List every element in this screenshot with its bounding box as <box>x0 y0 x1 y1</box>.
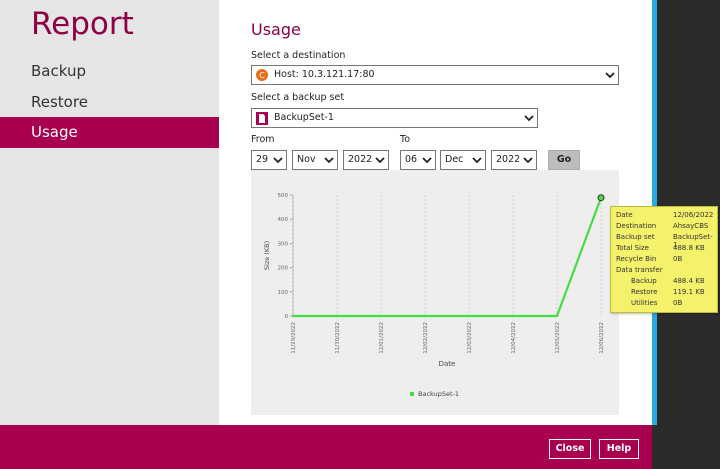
data-point <box>335 314 339 318</box>
go-button[interactable]: Go <box>548 150 580 170</box>
from-year-value: 2022 <box>348 154 373 165</box>
x-tick-label: 12/03/2022 <box>467 322 473 354</box>
section-heading: Usage <box>251 20 301 39</box>
to-year-value: 2022 <box>496 154 521 165</box>
y-tick-label: 200 <box>278 266 289 272</box>
x-tick-label: 12/05/2022 <box>555 322 561 354</box>
from-year-select[interactable]: 2022 <box>343 150 389 170</box>
chevron-down-icon <box>524 109 534 122</box>
x-axis-label: Date <box>439 360 456 368</box>
chevron-down-icon <box>324 151 334 164</box>
chevron-down-icon <box>605 66 615 79</box>
data-point <box>423 314 427 318</box>
backupset-label: Select a backup set <box>251 92 345 103</box>
data-point <box>291 314 295 318</box>
tooltip-key: Total Size <box>616 244 649 252</box>
tooltip-value: 119.1 KB <box>673 288 705 296</box>
x-tick-label: 12/04/2022 <box>511 322 517 354</box>
footer-bar: Close Help <box>0 425 652 469</box>
from-day-select[interactable]: 29 <box>251 150 287 170</box>
tooltip-value: 488.8 KB <box>673 244 705 252</box>
to-day-value: 06 <box>405 154 418 165</box>
legend-label: BackupSet-1 <box>418 390 459 398</box>
chevron-down-icon <box>273 151 283 164</box>
tooltip-key: Backup <box>631 277 657 285</box>
y-tick-label: 100 <box>278 290 289 296</box>
chevron-down-icon <box>472 151 482 164</box>
sidebar-item-backup[interactable]: Backup <box>31 62 86 80</box>
backupset-value: BackupSet-1 <box>274 112 334 123</box>
legend-swatch <box>410 392 414 396</box>
cbs-icon: C <box>256 69 268 81</box>
tooltip-key: Utilities <box>631 299 658 307</box>
to-month-select[interactable]: Dec <box>440 150 486 170</box>
data-point <box>555 314 559 318</box>
destination-label: Select a destination <box>251 50 346 61</box>
y-tick-label: 400 <box>278 217 289 223</box>
sidebar: Report Backup Restore Usage <box>0 0 219 425</box>
y-tick-label: 500 <box>278 193 289 199</box>
x-tick-label: 11/30/2022 <box>335 322 341 354</box>
destination-select[interactable]: C Host: 10.3.121.17:80 <box>251 65 619 85</box>
file-icon <box>256 112 268 125</box>
destination-value: Host: 10.3.121.17:80 <box>274 69 375 80</box>
from-month-select[interactable]: Nov <box>292 150 338 170</box>
tooltip-key: Recycle Bin <box>616 255 657 263</box>
data-point <box>511 314 515 318</box>
tooltip-key: Destination <box>616 222 657 230</box>
to-month-value: Dec <box>445 154 464 165</box>
chevron-down-icon <box>523 151 533 164</box>
tooltip-value: 488.4 KB <box>673 277 705 285</box>
backupset-select[interactable]: BackupSet-1 <box>251 108 538 128</box>
tooltip-value: BackupSet-1 <box>673 233 713 249</box>
page-title: Report <box>31 6 134 42</box>
main-panel: Usage Select a destination C Host: 10.3.… <box>219 0 652 425</box>
x-tick-label: 12/01/2022 <box>379 322 385 354</box>
tooltip-value: 0B <box>673 255 683 263</box>
tooltip-value: AhsayCBS <box>673 222 709 230</box>
chevron-down-icon <box>422 151 432 164</box>
to-label: To <box>400 134 411 145</box>
usage-chart: 0 100 200 300 400 500 11/29/2022 11/30/2022 12/0… <box>251 170 619 415</box>
tooltip-key: Backup set <box>616 233 655 241</box>
to-day-select[interactable]: 06 <box>400 150 436 170</box>
chevron-down-icon <box>375 151 385 164</box>
series-line <box>293 197 603 318</box>
to-year-select[interactable]: 2022 <box>491 150 537 170</box>
data-point <box>379 314 383 318</box>
close-button[interactable]: Close <box>549 439 591 459</box>
from-month-value: Nov <box>297 154 316 165</box>
from-label: From <box>251 134 275 145</box>
data-point <box>467 314 471 318</box>
chart-tooltip: Date 12/06/2022 Destination AhsayCBS Backup … <box>610 206 718 313</box>
tooltip-value: 12/06/2022 <box>673 211 714 219</box>
tooltip-key: Restore <box>631 288 658 296</box>
x-tick-label: 11/29/2022 <box>291 322 297 354</box>
tooltip-value: 0B <box>673 299 683 307</box>
y-tick-label: 300 <box>278 241 289 247</box>
sidebar-item-restore[interactable]: Restore <box>31 93 88 111</box>
y-axis-label: Size (KB) <box>263 241 271 270</box>
tooltip-key: Date <box>616 211 633 219</box>
chart-svg: 0 100 200 300 400 500 11/29/2022 11/30/2022 12/0… <box>263 193 605 398</box>
from-day-value: 29 <box>256 154 269 165</box>
highlighted-point <box>597 194 605 202</box>
sidebar-item-usage[interactable]: Usage <box>0 117 219 148</box>
help-button[interactable]: Help <box>599 439 639 459</box>
svg-text:C: C <box>259 71 265 80</box>
y-tick-label: 0 <box>285 314 289 320</box>
x-tick-label: 12/02/2022 <box>423 322 429 354</box>
tooltip-key: Data transfer <box>616 266 663 274</box>
x-tick-label: 12/06/2022 <box>599 322 605 354</box>
